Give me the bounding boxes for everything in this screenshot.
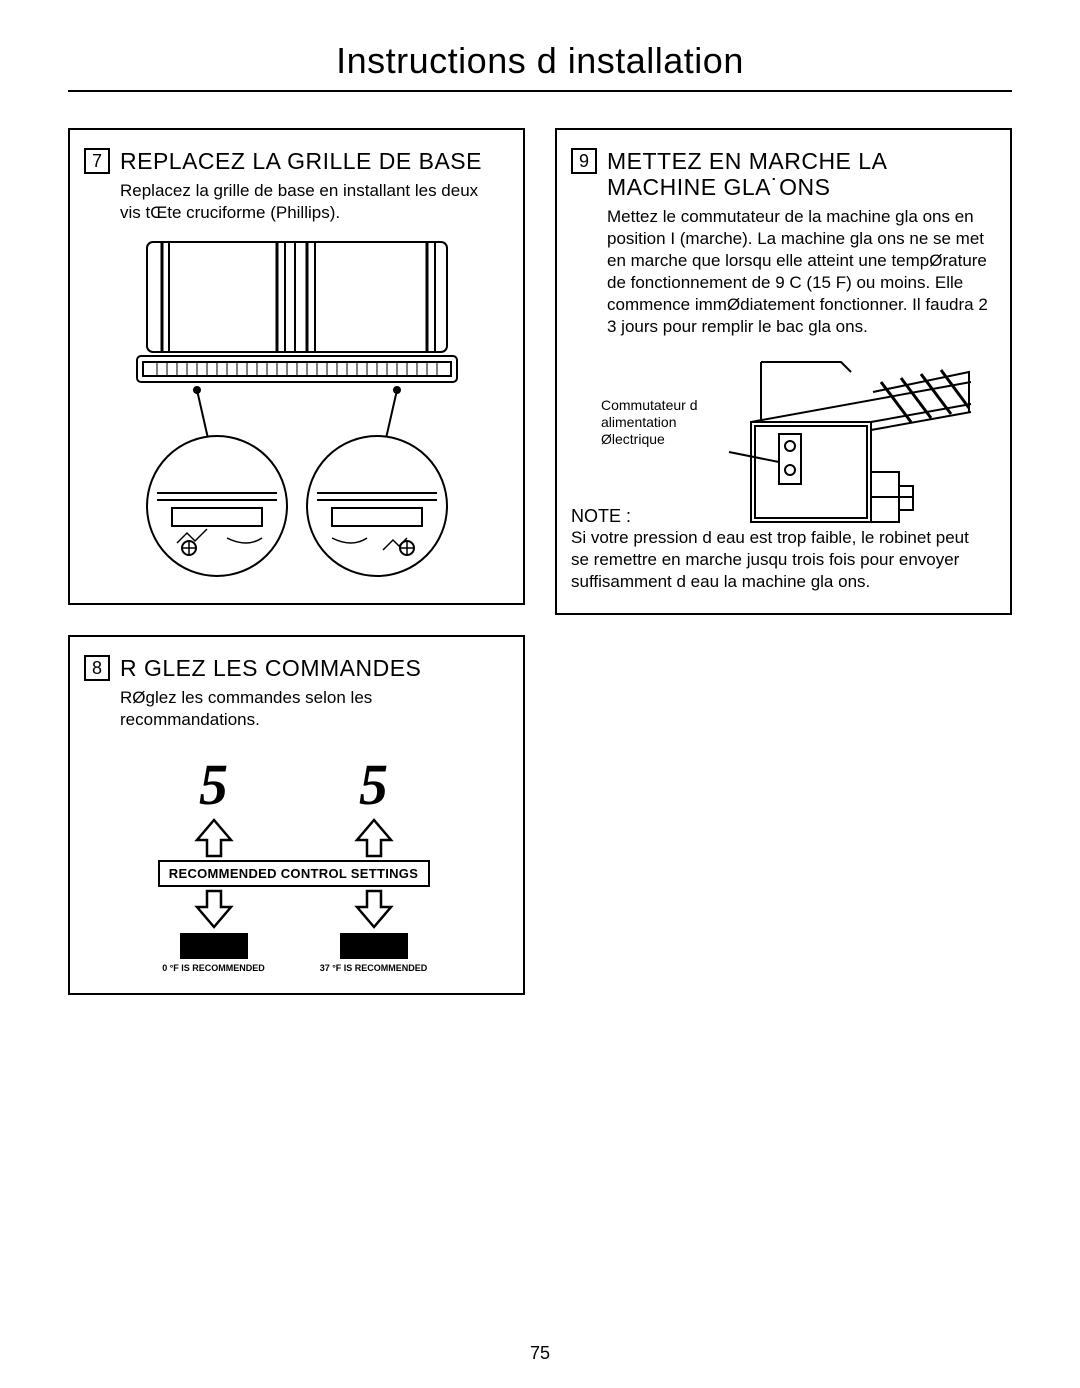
arrow-up-icon: [349, 818, 399, 858]
controls-diagram: 5 5 RECOMMENDED CONTROL SETTINGS: [134, 751, 454, 973]
step-8-body: RØglez les commandes selon les recommand…: [120, 687, 503, 731]
step-9-body: Mettez le commutateur de la machine gla …: [607, 206, 990, 338]
step-8-title: R GLEZ LES COMMANDES: [120, 655, 421, 681]
arrow-down-icon: [349, 889, 399, 929]
control-right-value: 5: [359, 751, 388, 818]
recommended-settings-label: RECOMMENDED CONTROL SETTINGS: [158, 860, 430, 887]
control-right-blackbox: [340, 933, 408, 959]
arrow-up-icon: [189, 818, 239, 858]
note-text: Si votre pression d eau est trop faible,…: [571, 527, 990, 593]
page-title: Instructions d installation: [68, 40, 1012, 92]
step-7-number: 7: [84, 148, 110, 174]
step-8-number: 8: [84, 655, 110, 681]
step-7-body: Replacez la grille de base en installant…: [120, 180, 503, 224]
arrow-down-icon: [189, 889, 239, 929]
step-7-title: REPLACEZ LA GRILLE DE BASE: [120, 148, 482, 174]
step-8-box: 8 R GLEZ LES COMMANDES RØglez les comman…: [68, 635, 525, 995]
columns: 7 REPLACEZ LA GRILLE DE BASE Replacez la…: [68, 128, 1012, 1025]
control-right-recommended: 37 °F IS RECOMMENDED: [309, 963, 439, 973]
control-left-value: 5: [199, 751, 228, 818]
step-7-box: 7 REPLACEZ LA GRILLE DE BASE Replacez la…: [68, 128, 525, 605]
grille-diagram: [90, 238, 503, 583]
step-9-number: 9: [571, 148, 597, 174]
step-9-box: 9 METTEZ EN MARCHE LA MACHINE GLA˙ONS Me…: [555, 128, 1012, 615]
page-number: 75: [0, 1343, 1080, 1364]
switch-label: Commutateur d alimentation Ølectrique: [601, 397, 721, 448]
control-left-blackbox: [180, 933, 248, 959]
control-left-recommended: 0 °F IS RECOMMENDED: [149, 963, 279, 973]
right-column: 9 METTEZ EN MARCHE LA MACHINE GLA˙ONS Me…: [555, 128, 1012, 1025]
left-column: 7 REPLACEZ LA GRILLE DE BASE Replacez la…: [68, 128, 525, 1025]
step-9-title: METTEZ EN MARCHE LA MACHINE GLA˙ONS: [607, 148, 990, 200]
